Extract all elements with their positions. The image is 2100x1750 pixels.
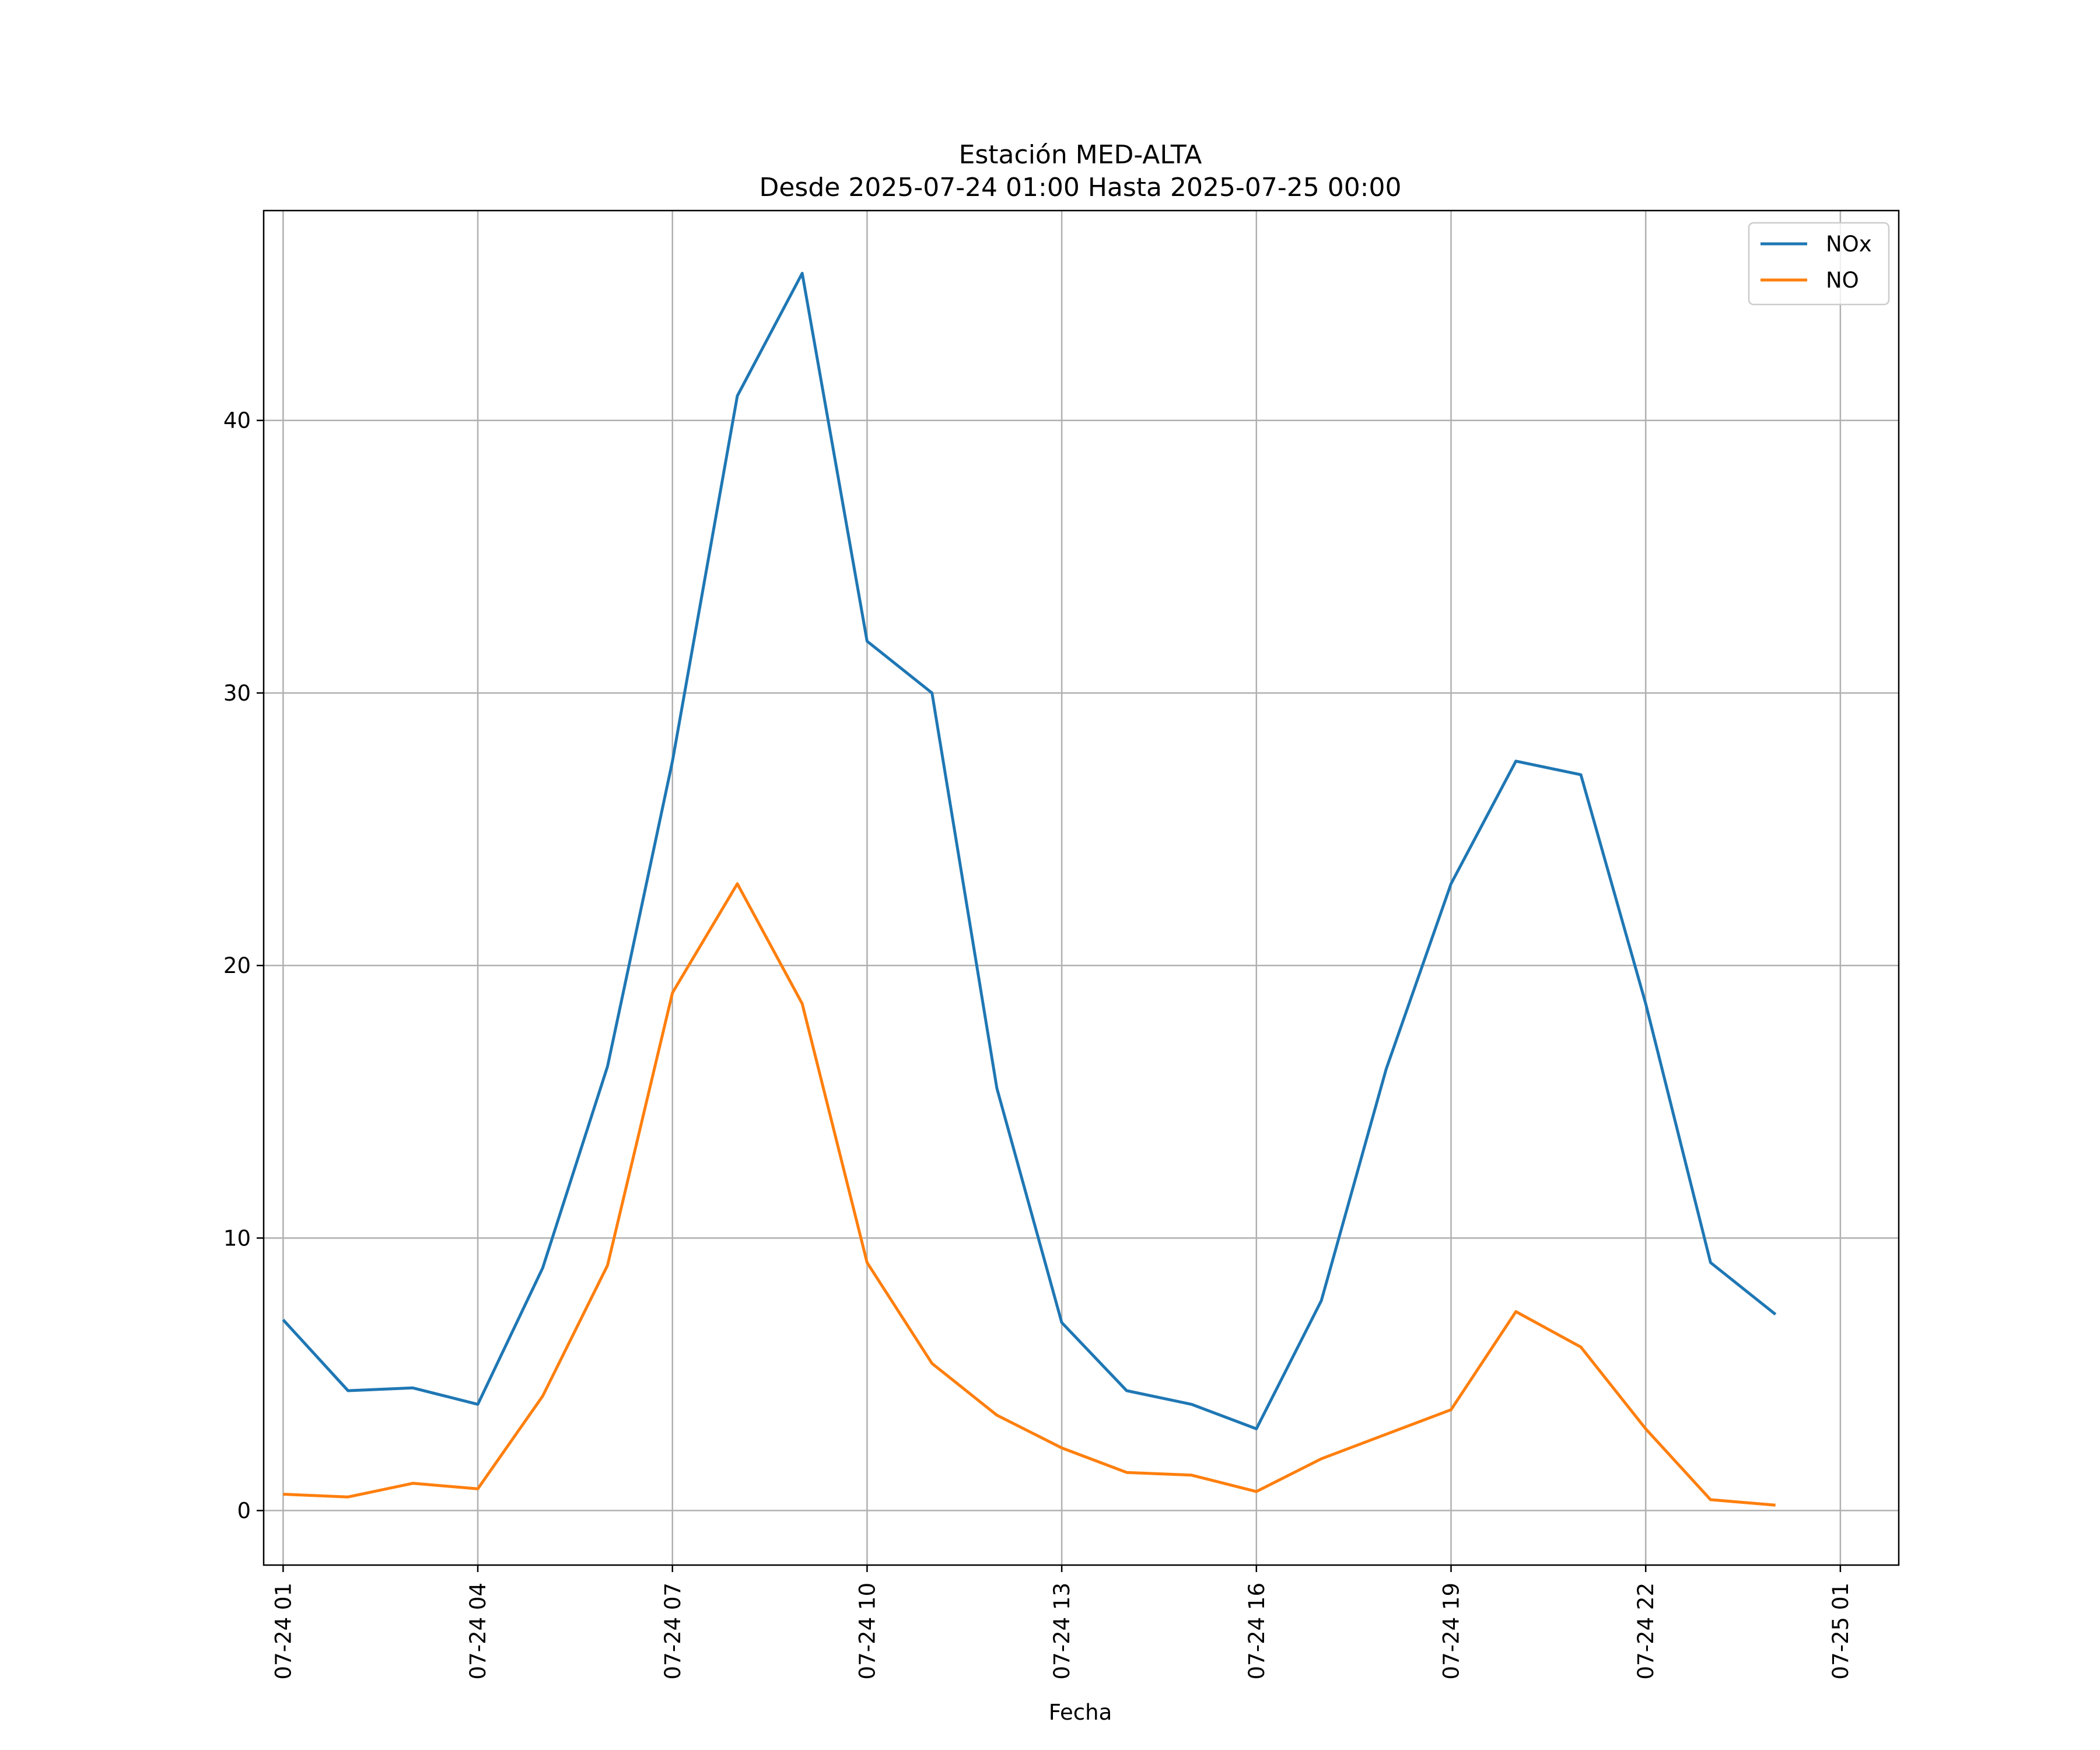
x-tick-label: 07-25 01 [1828, 1583, 1853, 1679]
series-line-no [283, 882, 1776, 1507]
legend: NOx NO [1748, 222, 1890, 306]
axis-ticks: 07-24 01 07-24 04 07-24 07 07-24 10 07-24 13… [223, 408, 1853, 1680]
y-tick-label: 10 [223, 1226, 251, 1251]
chart-subtitle: Desde 2025-07-24 01:00 Hasta 2025-07-25 … [759, 173, 1401, 202]
x-axis-label: Fecha [1049, 1700, 1112, 1725]
y-tick-label: 0 [237, 1499, 251, 1524]
y-tick-label: 40 [223, 408, 251, 433]
x-tick-label: 07-24 01 [271, 1583, 296, 1679]
x-tick-label: 07-24 22 [1633, 1583, 1658, 1679]
y-tick-label: 30 [223, 681, 251, 706]
x-tick-label: 07-24 13 [1049, 1583, 1074, 1679]
y-tick-label: 20 [223, 953, 251, 978]
grid-lines [264, 211, 1899, 1565]
x-tick-label: 07-24 07 [660, 1583, 685, 1679]
series-lines [282, 272, 1777, 1507]
x-tick-label: 07-24 04 [466, 1583, 491, 1679]
legend-label-no: NO [1826, 268, 1859, 293]
chart-title: Estación MED-ALTA [959, 140, 1202, 170]
x-tick-label: 07-24 16 [1244, 1583, 1269, 1679]
series-line-nox [282, 272, 1777, 1430]
x-tick-label: 07-24 10 [855, 1583, 880, 1679]
x-tick-label: 07-24 19 [1439, 1583, 1464, 1679]
plot-frame [262, 209, 1900, 1566]
legend-label-nox: NOx [1826, 232, 1872, 257]
